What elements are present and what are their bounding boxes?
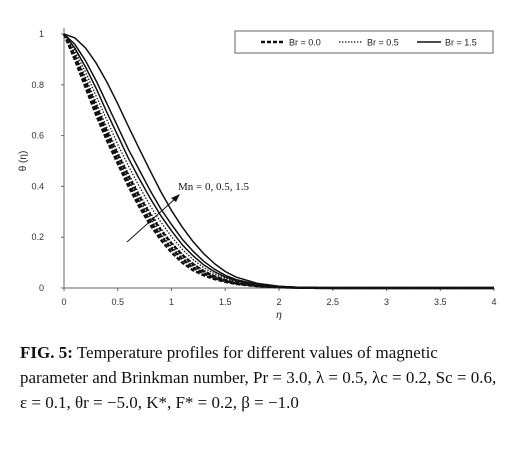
x-tick-label: 1: [169, 297, 174, 307]
caption-text: Temperature profiles for different value…: [20, 343, 497, 412]
series-line-solid: [63, 33, 494, 289]
legend-label: Br = 1.5: [445, 38, 477, 48]
y-tick-label: 0.8: [31, 80, 44, 90]
y-axis-title: θ (η): [18, 151, 29, 172]
temperature-profile-chart: 0 0.5 1 1.5 2 2.5 3 3.5 4 0 0.2 0.4 0.6 0.8 1 η θ (η) Br…: [18, 28, 497, 321]
legend-label: Br = 0.0: [289, 38, 321, 48]
x-tick-label: 0: [61, 297, 66, 307]
x-axis-title: η: [276, 310, 282, 321]
x-tick-label: 3: [384, 297, 389, 307]
x-tick-label: 2: [276, 297, 281, 307]
x-tick-label: 3.5: [434, 297, 447, 307]
y-tick-label: 0.4: [31, 181, 44, 191]
x-tick-label: 0.5: [111, 297, 124, 307]
y-tick-label: 0.6: [31, 131, 44, 141]
figure-caption: FIG. 5: Temperature profiles for differe…: [20, 340, 504, 415]
x-tick-label: 2.5: [326, 297, 339, 307]
legend-box: [234, 30, 494, 54]
annotation-arrowhead: [171, 194, 180, 202]
y-tick-label: 0.2: [31, 232, 44, 242]
x-tick-label: 4: [491, 297, 496, 307]
y-tick-label: 0: [39, 283, 44, 293]
caption-label: FIG. 5:: [20, 343, 73, 362]
annotation-arrow: [126, 197, 177, 243]
x-tick-label: 1.5: [219, 297, 232, 307]
series-line-dotted: [63, 33, 494, 289]
y-tick-label: 1: [39, 29, 44, 39]
legend-label: Br = 0.5: [367, 38, 399, 48]
series-line-dashed: [62, 33, 494, 290]
annotation-label: Mn = 0, 0.5, 1.5: [178, 181, 249, 193]
